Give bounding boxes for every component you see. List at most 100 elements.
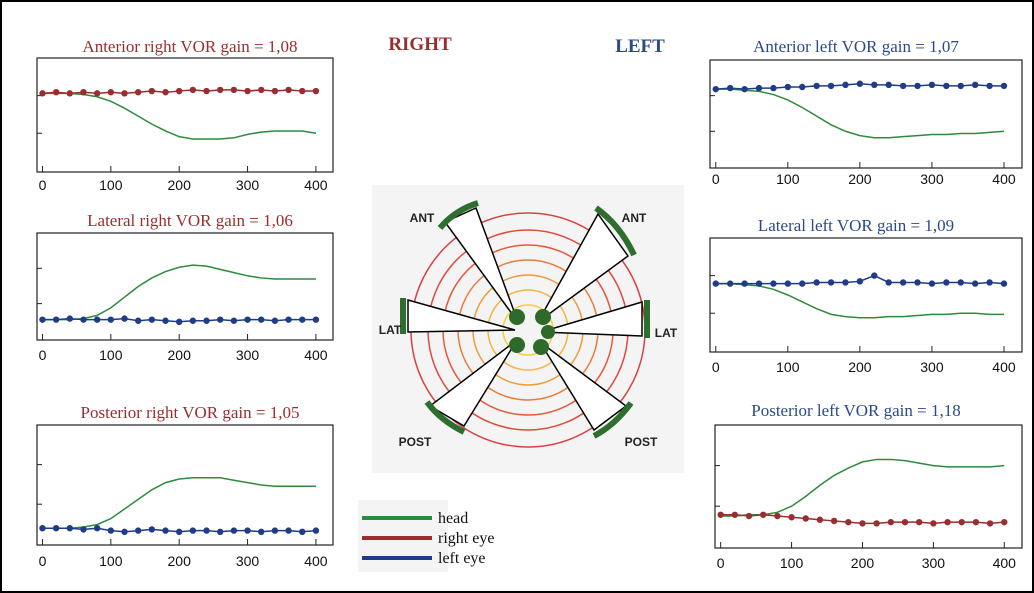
side-label: LEFT [615,36,665,57]
eye-point [299,316,306,323]
eye-point [312,316,320,323]
diagram-label: ANT [622,211,647,225]
x-tick-label: 0 [712,171,720,187]
eye-point [230,86,238,94]
eye-point [39,525,46,532]
eye-point [914,279,921,286]
eye-point [745,512,753,520]
eye-point [134,317,142,324]
eye-point [958,518,965,526]
eye-point [944,518,951,526]
eye-point [134,527,142,534]
eye-point [928,81,936,89]
series-line [42,264,316,321]
eye-point [784,83,792,91]
eye-point [899,279,907,286]
x-tick-label: 400 [304,553,328,569]
plot-area [714,424,1023,549]
eye-point [121,528,128,535]
eye-point [217,316,224,323]
eye-point [189,86,197,94]
series-line [720,458,1005,517]
eye-point [66,525,74,532]
eye-point [299,528,306,535]
plot-area [36,232,334,341]
eye-point [712,85,719,93]
eye-point [285,86,292,94]
eye-point [731,511,739,518]
eye-point [755,84,763,92]
x-tick-label: 300 [236,553,260,569]
eye-point [244,87,251,95]
chart-title: Posterior right VOR gain = 1,05 [81,403,300,422]
eye-point [230,317,238,324]
eye-point [986,82,993,90]
x-tick-label: 200 [848,171,872,187]
eye-point [914,82,921,90]
eye-point [971,280,979,287]
diagram-label: POST [625,435,658,449]
series-line [42,92,317,140]
canal-arcs [400,200,650,439]
eye-point [873,520,880,527]
x-tick-label: 200 [851,555,875,571]
x-tick-label: 100 [99,553,123,569]
eye-point [770,84,777,92]
x-tick-label: 0 [717,555,725,571]
diagram-label: LAT [379,323,402,337]
eye-point [799,83,806,91]
chart-title: Lateral right VOR gain = 1,06 [87,211,293,230]
eye-point [203,87,210,95]
eye-point [717,511,724,518]
eye-point [107,316,115,323]
eye-point [971,81,979,89]
diagram-label: ANT [410,211,435,225]
x-tick-label: 400 [304,177,328,193]
eye-point [203,317,210,324]
eye-point [1001,518,1008,526]
eye-point [66,90,74,97]
eye-point [93,90,101,97]
x-tick-label: 300 [920,171,944,187]
eye-point [802,515,809,522]
eye-point [760,511,767,518]
eye-point [66,315,74,322]
eye-point [957,82,964,90]
eye-point [217,528,224,535]
chart-title: Lateral left VOR gain = 1,09 [758,216,954,235]
eye-point [162,89,169,96]
eye-point [915,518,923,526]
eye-point [244,527,251,534]
eye-point [121,90,128,97]
eye-point [189,527,197,534]
x-tick-label: 300 [236,347,260,363]
eye-point [148,526,156,533]
eye-point [271,317,279,324]
x-tick-label: 0 [39,177,47,193]
eye-point [175,528,183,535]
chart-title: Anterior left VOR gain = 1,07 [753,37,959,56]
eye-point [856,278,864,285]
eye-point [1000,280,1008,287]
eye-point [52,316,60,323]
eye-point [134,89,142,96]
eye-point [80,89,87,96]
eye-point [859,520,866,527]
eye-point [162,317,169,324]
x-tick-label: 300 [920,359,944,375]
eye-point [258,86,265,94]
eye-point [899,82,907,90]
eye-point [244,316,251,323]
eye-point [972,518,980,526]
eye-point [312,527,320,534]
legend-label: left eye [438,550,486,567]
eye-point [774,512,781,520]
eye-point [788,514,795,521]
eye-point [52,525,60,532]
legend-label: head [438,510,468,527]
diagram-label: POST [399,435,432,449]
plot-area [36,424,334,546]
diagram-label: LAT [655,326,678,340]
chart-title: Anterior right VOR gain = 1,08 [82,37,297,56]
x-tick-label: 0 [39,553,47,569]
